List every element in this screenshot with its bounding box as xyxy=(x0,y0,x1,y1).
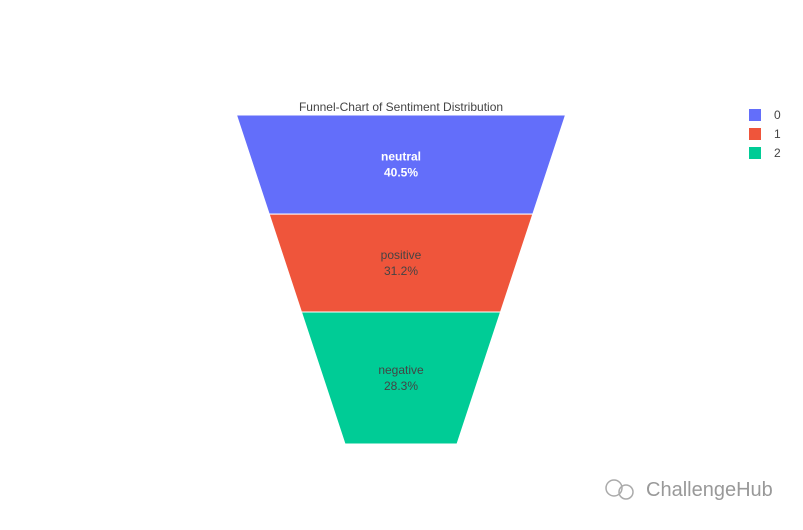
chart-title: Funnel-Chart of Sentiment Distribution xyxy=(299,100,503,114)
segment-label: positive xyxy=(381,248,422,262)
legend-swatch xyxy=(749,147,761,159)
watermark: ChallengeHub xyxy=(605,479,773,501)
legend-swatch xyxy=(749,109,761,121)
legend-label: 1 xyxy=(774,127,781,141)
segment-label: neutral xyxy=(381,150,421,164)
watermark-icon xyxy=(605,479,623,497)
funnel-segment xyxy=(268,213,534,313)
legend-label: 0 xyxy=(774,108,781,122)
legend-label: 2 xyxy=(774,146,781,160)
segment-label: negative xyxy=(378,363,424,377)
watermark-text: ChallengeHub xyxy=(646,479,773,501)
funnel-segment xyxy=(300,311,502,445)
segment-value: 40.5% xyxy=(384,166,418,180)
funnel-segment xyxy=(235,114,567,215)
segment-value: 31.2% xyxy=(384,264,418,278)
watermark-icon xyxy=(618,484,634,500)
segment-value: 28.3% xyxy=(384,379,418,393)
legend-swatch xyxy=(749,128,761,140)
